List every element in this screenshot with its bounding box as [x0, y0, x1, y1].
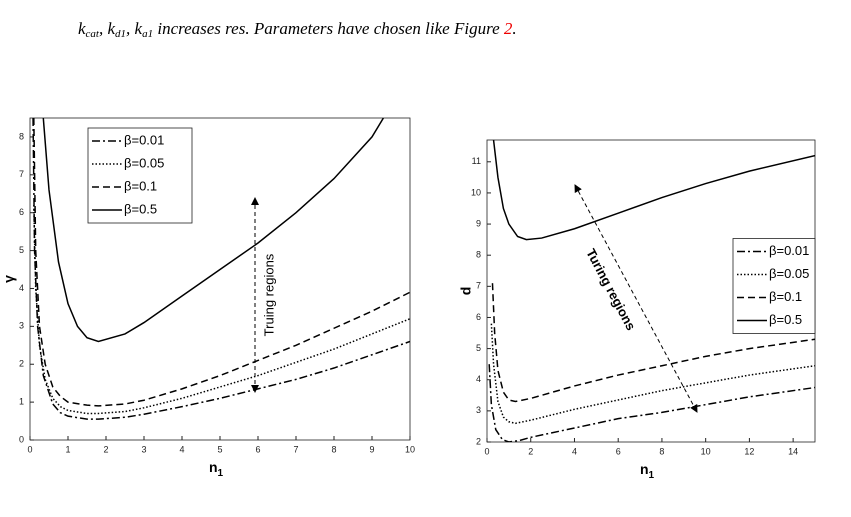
x-label-base: n: [640, 461, 649, 477]
x-tick-label: 14: [788, 446, 798, 456]
x-tick-label: 10: [405, 444, 415, 454]
x-tick-label: 4: [572, 446, 577, 456]
y-tick-label: 11: [472, 156, 481, 166]
series-line: [491, 283, 815, 403]
x-tick-label: 8: [659, 446, 664, 456]
y-tick-label: 3: [476, 405, 481, 415]
y-tick-label: 6: [476, 312, 481, 322]
legend-label: β=0.5: [124, 201, 157, 216]
series-line: [488, 364, 815, 442]
y-tick-label: 5: [19, 245, 24, 255]
x-tick-label: 7: [293, 444, 298, 454]
x-tick-label: 1: [65, 444, 70, 454]
y-tick-label: 9: [476, 218, 481, 228]
x-tick-label: 0: [27, 444, 32, 454]
x-tick-label: 12: [744, 446, 754, 456]
y-tick-label: 5: [476, 343, 481, 353]
x-tick-label: 2: [103, 444, 108, 454]
x-tick-label: 8: [331, 444, 336, 454]
series-line: [490, 323, 815, 425]
y-tick-label: 1: [19, 396, 24, 406]
legend-label: β=0.01: [124, 132, 164, 147]
x-tick-label: 3: [141, 444, 146, 454]
x-tick-label: 6: [616, 446, 621, 456]
caption-part: , k: [126, 19, 143, 38]
legend-label: β=0.1: [124, 178, 157, 193]
caption-sub: a1: [142, 28, 153, 40]
x-label-base: n: [209, 459, 218, 475]
y-tick-label: 7: [476, 281, 481, 291]
caption-sub: cat: [86, 28, 100, 40]
annotation: Truing regions: [261, 253, 276, 336]
legend-box: [732, 238, 816, 334]
x-label-sub: 1: [218, 468, 224, 479]
legend-box: [87, 127, 193, 224]
annotation-arrow: [574, 184, 698, 413]
x-tick-label: 0: [484, 446, 489, 456]
y-tick-label: 8: [476, 250, 481, 260]
legend-label: β=0.05: [124, 155, 164, 170]
caption-ref: 2: [504, 19, 513, 38]
y-tick-label: 4: [476, 374, 481, 384]
annotation: Turing regions: [583, 246, 639, 333]
x-tick-label: 2: [528, 446, 533, 456]
x-tick-label: 5: [217, 444, 222, 454]
caption-part: , k: [99, 19, 116, 38]
series-line: [33, 205, 410, 415]
series-line: [42, 118, 385, 343]
y-tick-label: 0: [19, 434, 24, 444]
series-line: [33, 118, 410, 407]
y-tick-label: 6: [19, 207, 24, 217]
y-tick-label: 10: [471, 187, 481, 197]
y-tick-label: 4: [19, 283, 24, 293]
caption-part: .: [512, 19, 516, 38]
y-axis-label: γ: [1, 275, 17, 283]
y-tick-label: 7: [19, 169, 24, 179]
caption-part: increases res. Parameters have chosen li…: [153, 19, 504, 38]
x-tick-label: 4: [179, 444, 184, 454]
x-axis-label: n1: [640, 461, 655, 481]
caption-part: k: [78, 19, 86, 38]
y-tick-label: 2: [19, 359, 24, 369]
series-line: [492, 140, 815, 241]
y-tick-label: 3: [19, 321, 24, 331]
plot-frame: [29, 117, 411, 441]
x-axis-label: n1: [209, 459, 224, 479]
x-label-sub: 1: [649, 470, 655, 481]
legend-label: β=0.05: [769, 266, 809, 281]
x-tick-label: 6: [255, 444, 260, 454]
x-tick-label: 9: [369, 444, 374, 454]
series-line: [32, 118, 410, 420]
legend-label: β=0.5: [769, 312, 802, 327]
caption-sub: d1: [115, 28, 126, 40]
caption: kcat, kd1, ka1 increases res. Parameters…: [78, 19, 517, 40]
y-axis-label: d: [458, 287, 474, 296]
y-tick-label: 8: [19, 131, 24, 141]
y-tick-label: 2: [476, 436, 481, 446]
legend-label: β=0.01: [769, 243, 809, 258]
x-tick-label: 10: [701, 446, 711, 456]
legend-label: β=0.1: [769, 289, 802, 304]
